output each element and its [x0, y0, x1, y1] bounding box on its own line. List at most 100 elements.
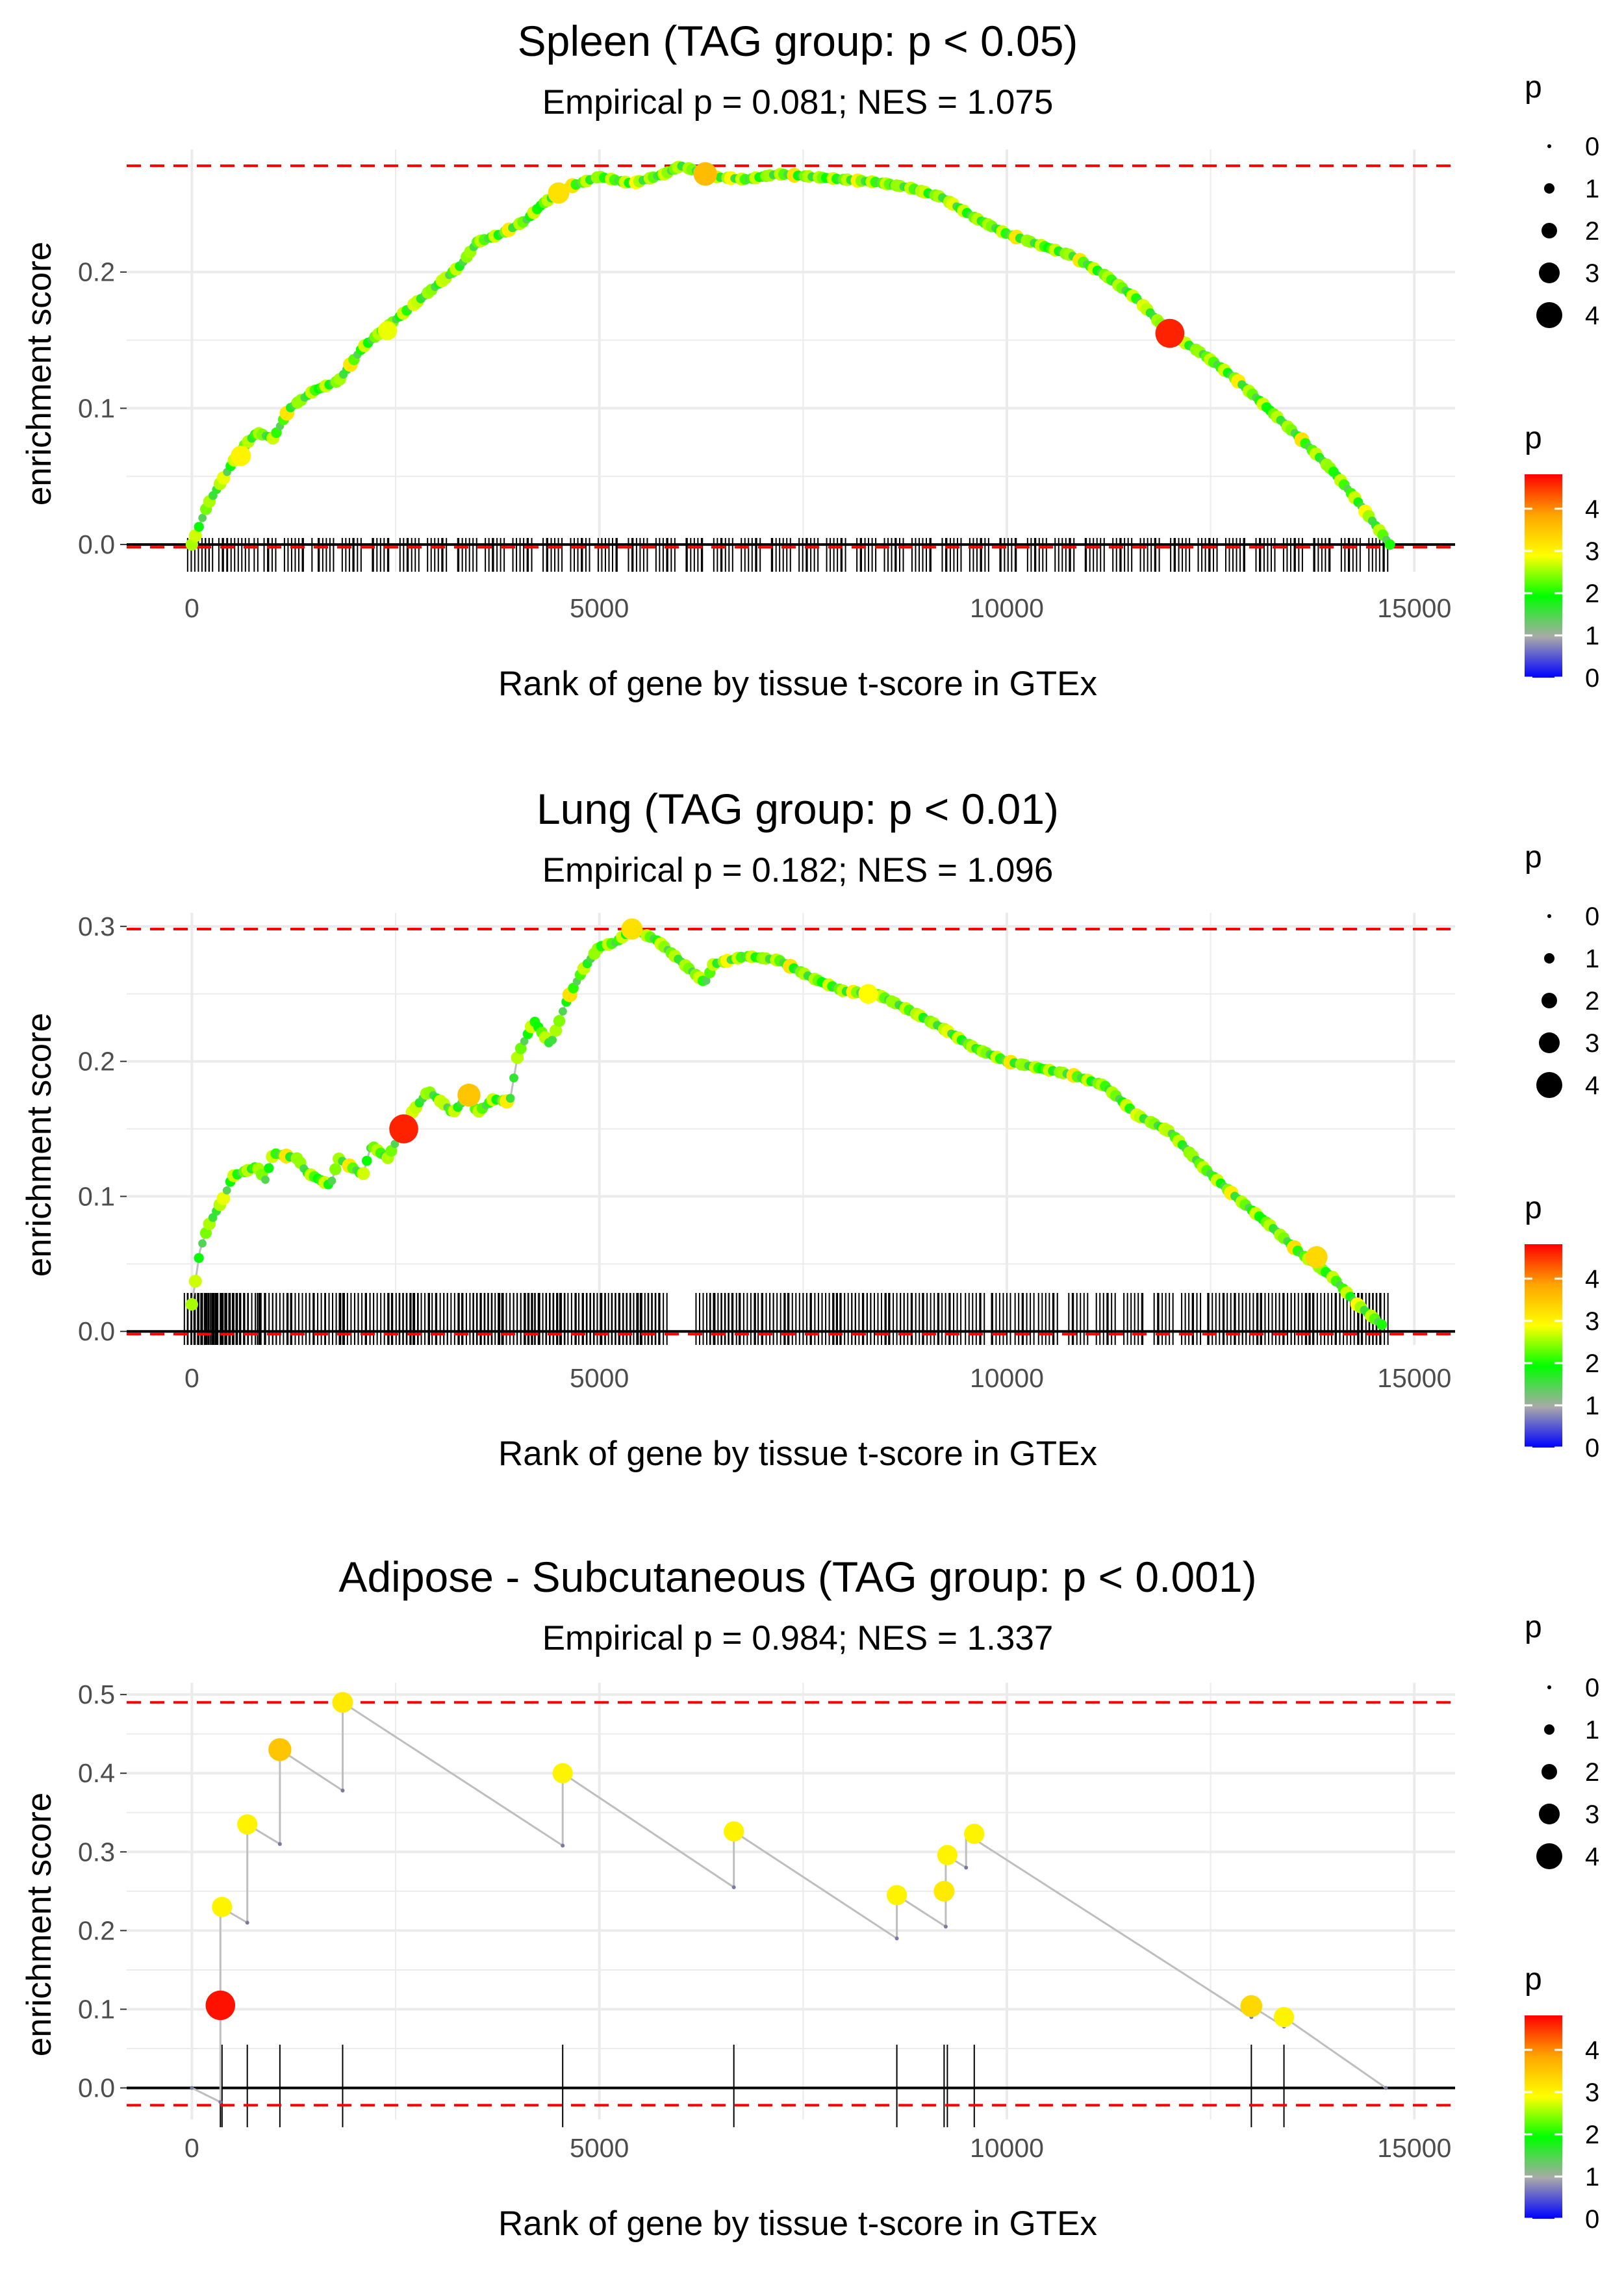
- y-axis-label: enrichment score: [20, 242, 58, 506]
- data-point: [964, 1823, 985, 1845]
- x-axis-label: Rank of gene by tissue t-score in GTEx: [498, 1435, 1097, 1473]
- data-point: [205, 1990, 236, 2021]
- legend-color-label-0: 0: [1585, 2205, 1599, 2234]
- legend-color-title: p: [1525, 421, 1542, 455]
- x-tick-label: 0: [184, 2133, 199, 2163]
- data-point-highlight: [1155, 318, 1185, 348]
- data-point: [332, 1692, 353, 1713]
- data-point: [1240, 1995, 1263, 2017]
- data-point: [514, 1042, 527, 1054]
- data-point: [198, 513, 207, 522]
- data-point: [212, 1897, 233, 1917]
- legend-color-label-1: 1: [1585, 2163, 1599, 2191]
- y-tick-label: 0.0: [78, 1316, 115, 1346]
- legend-size-dot-0: [1547, 144, 1551, 148]
- data-point: [188, 1274, 202, 1288]
- panel-adipose-subcutaneous: Adipose - Subcutaneous (TAG group: p < 0…: [20, 1553, 1599, 2243]
- path-vertex: [277, 1842, 282, 1846]
- legend-size-dot-1: [1544, 183, 1554, 194]
- data-point-highlight: [457, 1083, 481, 1107]
- data-point: [361, 1155, 372, 1166]
- data-point-highlight: [858, 984, 878, 1004]
- y-tick-label: 0.2: [78, 257, 115, 287]
- legend-size-label-0: 0: [1585, 902, 1599, 931]
- x-tick-label: 0: [184, 593, 199, 623]
- legend-color: p 0 1 2 3 4: [1525, 1962, 1599, 2234]
- plot-area: 0 5000 10000 15000 0.0 0.1 0.2 0.3 0.4 0.5: [78, 1680, 1455, 2163]
- legend-color-label-3: 3: [1585, 1307, 1599, 1336]
- x-axis-label: Rank of gene by tissue t-score in GTEx: [498, 2204, 1097, 2243]
- data-point: [511, 1051, 524, 1064]
- data-point: [329, 1163, 342, 1175]
- legend-size-dot-4: [1536, 1072, 1562, 1098]
- x-tick-label: 15000: [1377, 1363, 1451, 1393]
- panel-spleen: Spleen (TAG group: p < 0.05) Empirical p…: [20, 17, 1599, 703]
- legend-color-label-1: 1: [1585, 622, 1599, 650]
- legend-size-label-4: 4: [1585, 1071, 1599, 1100]
- data-point: [505, 1093, 515, 1103]
- data-point: [509, 1073, 518, 1083]
- legend-size: p 0 1 2 3 4: [1525, 840, 1599, 1100]
- x-axis-label: Rank of gene by tissue t-score in GTEx: [498, 665, 1097, 703]
- y-axis-label: enrichment score: [20, 1013, 58, 1277]
- plot-area: 0 5000 10000 15000 0.0 0.1 0.2 0.3: [78, 912, 1455, 1393]
- y-tick-label: 0.3: [78, 1837, 115, 1867]
- legend-color-label-3: 3: [1585, 537, 1599, 566]
- data-point: [724, 1821, 744, 1842]
- legend-size-title: p: [1525, 70, 1542, 105]
- y-tick-label: 0.0: [78, 2073, 115, 2103]
- legend-size-dot-0: [1547, 1685, 1551, 1689]
- legend-size-label-2: 2: [1585, 217, 1599, 246]
- data-point-highlight: [548, 182, 570, 204]
- data-point-highlight: [1305, 1246, 1328, 1268]
- path-vertex: [561, 1843, 565, 1848]
- x-tick-label: 15000: [1377, 2133, 1451, 2163]
- legend-color-label-0: 0: [1585, 664, 1599, 693]
- path-vertex: [731, 1885, 736, 1889]
- x-tick-label: 5000: [570, 593, 629, 623]
- y-tick-label: 0.1: [78, 1181, 115, 1211]
- legend-size-dot-0: [1547, 914, 1551, 918]
- legend-color-title: p: [1525, 1962, 1542, 1997]
- data-point-highlight: [693, 162, 717, 186]
- data-point-highlight: [377, 321, 398, 340]
- path-vertex: [1384, 2086, 1388, 2090]
- legend-size-label-3: 3: [1585, 1029, 1599, 1058]
- legend-color-label-2: 2: [1585, 2121, 1599, 2149]
- legend-color-label-4: 4: [1585, 1265, 1599, 1294]
- legend-color-label-2: 2: [1585, 580, 1599, 608]
- y-tick-label: 0.2: [78, 1047, 115, 1077]
- data-point: [548, 1036, 557, 1045]
- y-tick-label: 0.4: [78, 1758, 115, 1788]
- enrichment-line: [190, 928, 1383, 1325]
- y-tick-label: 0.2: [78, 1915, 115, 1945]
- path-vertex: [245, 1921, 249, 1925]
- legend-size-label-1: 1: [1585, 175, 1599, 203]
- data-point: [886, 1885, 907, 1906]
- legend-color-label-0: 0: [1585, 1434, 1599, 1463]
- legend-size-label-0: 0: [1585, 1674, 1599, 1702]
- legend-size-dot-2: [1542, 223, 1557, 238]
- chart-subtitle: Empirical p = 0.984; NES = 1.337: [542, 1619, 1054, 1657]
- legend-size-dot-4: [1536, 302, 1562, 328]
- data-point: [237, 1814, 258, 1835]
- legend-size-dot-3: [1539, 262, 1560, 283]
- path-vertex: [894, 1936, 899, 1941]
- data-point: [357, 1167, 370, 1181]
- legend-size-label-1: 1: [1585, 1716, 1599, 1744]
- legend-color-label-1: 1: [1585, 1392, 1599, 1420]
- data-point: [216, 1192, 231, 1205]
- data-point: [222, 1186, 231, 1195]
- data-point: [553, 1015, 566, 1027]
- enrichment-line: [191, 1700, 1387, 2104]
- y-tick-label: 0.1: [78, 1994, 115, 2024]
- data-point: [268, 1738, 292, 1761]
- legend-color-label-3: 3: [1585, 2078, 1599, 2107]
- legend-size-dot-4: [1536, 1843, 1562, 1869]
- legend-size-title: p: [1525, 1610, 1542, 1644]
- y-tick-label: 0.3: [78, 912, 115, 941]
- chart-title: Spleen (TAG group: p < 0.05): [518, 17, 1078, 65]
- legend-size-label-2: 2: [1585, 1758, 1599, 1787]
- legend-size-label-4: 4: [1585, 1843, 1599, 1871]
- x-tick-label: 10000: [970, 1363, 1044, 1393]
